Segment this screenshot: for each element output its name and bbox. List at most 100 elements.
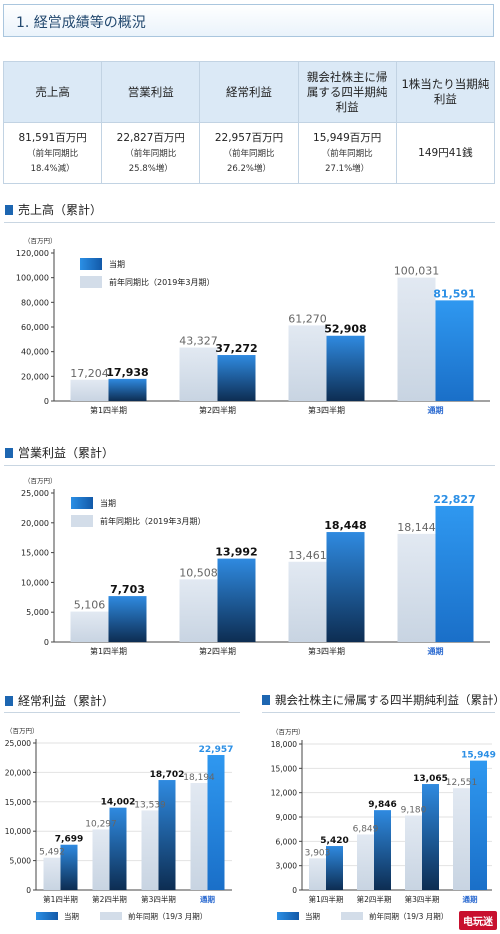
y-tick-label: 60,000 bbox=[21, 323, 49, 332]
unit-label: （百万円） bbox=[24, 237, 57, 245]
sales-chart: （百万円） 0 20,000 40,000 60,000 80,000 100,000 120… bbox=[16, 237, 490, 415]
bar-current bbox=[374, 810, 391, 890]
data-label-current: 13,992 bbox=[215, 546, 257, 559]
bar-prior bbox=[179, 347, 218, 401]
section-title-sales: 売上高（累計） bbox=[5, 201, 102, 219]
bar-prior bbox=[179, 579, 218, 642]
data-label-prior: 5,492 bbox=[39, 848, 65, 858]
section-label: 営業利益（累計） bbox=[18, 446, 115, 460]
summary-header: 親会社株主に帰属する四半期純利益 bbox=[297, 61, 397, 123]
y-tick-label: 10,000 bbox=[5, 827, 31, 836]
section-label: 親会社株主に帰属する四半期純利益（累計） bbox=[275, 693, 500, 707]
bar-current bbox=[326, 335, 365, 401]
y-tick-label: 0 bbox=[44, 397, 49, 406]
section-title-ordinary: 経常利益（累計） bbox=[5, 692, 114, 710]
bar-current bbox=[422, 784, 439, 890]
bar-current bbox=[108, 596, 147, 642]
unit-label: （百万円） bbox=[6, 727, 39, 735]
section-marker-icon bbox=[5, 696, 13, 706]
divider bbox=[4, 712, 240, 713]
x-tick-label: 第3四半期 bbox=[405, 894, 440, 904]
bar-current-fullyear bbox=[435, 300, 474, 401]
x-tick-label: 通期 bbox=[200, 894, 215, 904]
bar-prior bbox=[70, 611, 109, 642]
data-label-prior: 6,849 bbox=[353, 824, 379, 834]
page-title: 1. 経営成績等の概況 bbox=[16, 15, 146, 31]
data-label-current: 37,272 bbox=[215, 342, 257, 355]
y-tick-label: 15,000 bbox=[5, 798, 31, 807]
summary-sub: （前年同期比 bbox=[27, 148, 79, 159]
bar-prior bbox=[92, 829, 110, 890]
x-tick-label: 第2四半期 bbox=[92, 894, 127, 904]
y-tick-label: 25,000 bbox=[21, 489, 49, 498]
bar-current-fullyear bbox=[470, 760, 487, 890]
bar-current bbox=[326, 532, 365, 642]
data-label-current: 17,938 bbox=[106, 366, 148, 379]
data-label-prior: 12,551 bbox=[446, 778, 478, 788]
summary-value: 15,949百万円 bbox=[313, 131, 382, 144]
y-tick-label: 20,000 bbox=[21, 519, 49, 528]
legend-label-current: 当期 bbox=[305, 911, 320, 921]
bar-prior bbox=[397, 277, 436, 401]
data-label-prior: 43,327 bbox=[179, 335, 218, 348]
y-tick-label: 40,000 bbox=[21, 348, 49, 357]
data-label-current: 18,448 bbox=[324, 519, 366, 532]
summary-cell: 15,949百万円 （前年同期比 27.1%増） bbox=[297, 122, 397, 184]
bar-prior bbox=[405, 815, 422, 890]
bar-prior bbox=[70, 379, 109, 401]
summary-value: 22,827百万円 bbox=[116, 131, 185, 144]
data-label-prior: 13,539 bbox=[134, 800, 166, 810]
x-tick-label: 第3四半期 bbox=[308, 405, 345, 415]
section-marker-icon bbox=[5, 448, 13, 458]
bar-prior bbox=[288, 325, 327, 401]
divider bbox=[262, 712, 495, 713]
x-tick-label: 第2四半期 bbox=[357, 894, 392, 904]
data-label-current: 18,702 bbox=[150, 770, 185, 780]
y-tick-label: 9,000 bbox=[276, 813, 298, 822]
bar-prior bbox=[288, 561, 327, 642]
section-title-operating: 営業利益（累計） bbox=[5, 444, 114, 462]
x-tick-label: 第1四半期 bbox=[90, 405, 127, 415]
data-label-prior: 3,903 bbox=[305, 848, 331, 858]
page-header: 1. 経営成績等の概況 bbox=[3, 4, 494, 37]
summary-cell: 81,591百万円 （前年同期比 18.4%減） bbox=[2, 122, 103, 184]
y-tick-label: 3,000 bbox=[276, 862, 298, 871]
y-tick-label: 18,000 bbox=[271, 740, 297, 749]
summary-header: 営業利益 bbox=[101, 61, 201, 123]
net-chart: （百万円） 0 3,000 6,000 9,000 12,000 15,000 18,000 3… bbox=[271, 728, 496, 921]
legend-label-prior: 前年同期比（2019年3月期） bbox=[100, 516, 205, 526]
divider bbox=[4, 465, 495, 466]
data-label-current: 52,908 bbox=[324, 323, 366, 336]
summary-value: 81,591百万円 bbox=[18, 131, 87, 144]
section-marker-icon bbox=[5, 205, 13, 215]
data-label-current: 5,420 bbox=[320, 836, 348, 846]
unit-label: （百万円） bbox=[24, 477, 57, 485]
y-tick-label: 6,000 bbox=[276, 837, 298, 846]
watermark-badge: 电玩迷 bbox=[459, 911, 497, 930]
data-label-current: 9,846 bbox=[368, 800, 396, 810]
x-tick-label: 第1四半期 bbox=[90, 646, 127, 656]
x-tick-label: 第1四半期 bbox=[43, 894, 78, 904]
legend-swatch-current bbox=[36, 912, 58, 920]
summary-header-row: 売上高 営業利益 経常利益 親会社株主に帰属する四半期純利益 1株当たり当期純利… bbox=[2, 61, 496, 123]
data-label-current: 14,002 bbox=[101, 798, 136, 808]
bar-current-fullyear bbox=[435, 505, 474, 642]
summary-value: 149円41銭 bbox=[418, 146, 473, 159]
y-tick-label: 5,000 bbox=[10, 857, 32, 866]
legend-label-current: 当期 bbox=[109, 259, 125, 269]
summary-value-row: 81,591百万円 （前年同期比 18.4%減） 22,827百万円 （前年同期比 25… bbox=[2, 122, 496, 184]
legend-label-prior: 前年同期（19/3 月期） bbox=[369, 911, 448, 921]
legend-swatch-prior bbox=[71, 515, 93, 527]
summary-header: 1株当たり当期純利益 bbox=[395, 61, 496, 123]
section-label: 売上高（累計） bbox=[18, 203, 103, 217]
divider bbox=[4, 222, 495, 223]
data-label-prior: 17,204 bbox=[70, 367, 109, 380]
legend-swatch-current bbox=[80, 258, 102, 270]
y-tick-label: 25,000 bbox=[5, 739, 31, 748]
bar-current bbox=[108, 378, 147, 401]
summary-sub: 18.4%減） bbox=[30, 163, 75, 174]
data-label-prior: 18,144 bbox=[397, 521, 436, 534]
data-label-current: 22,957 bbox=[199, 745, 234, 755]
summary-sub: 25.8%増） bbox=[128, 163, 173, 174]
summary-header: 経常利益 bbox=[199, 61, 299, 123]
